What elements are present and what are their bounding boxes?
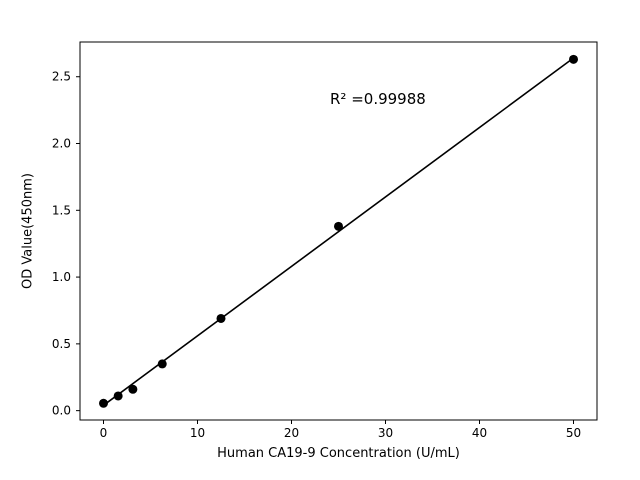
data-point — [157, 359, 167, 369]
fit-line — [103, 57, 574, 406]
y-tick-label: 0.5 — [52, 337, 71, 351]
data-point — [216, 313, 226, 323]
r-squared-annotation: R² =0.99988 — [330, 90, 426, 108]
x-tick-label: 10 — [190, 426, 205, 440]
data-point — [99, 398, 108, 408]
y-axis-label: OD Value(450nm) — [20, 173, 36, 289]
x-tick-label: 30 — [378, 426, 393, 440]
y-tick-label: 1.5 — [52, 203, 71, 217]
y-tick-label: 0.0 — [52, 404, 71, 418]
y-tick-label: 1.0 — [52, 270, 71, 284]
y-tick-label: 2.5 — [52, 70, 71, 84]
data-point — [569, 54, 578, 64]
x-axis-label: Human CA19-9 Concentration (U/mL) — [217, 446, 460, 461]
x-tick-label: 50 — [566, 426, 581, 440]
data-point — [128, 384, 138, 394]
data-point — [334, 221, 343, 231]
y-tick-label: 2.0 — [52, 137, 71, 151]
x-tick-label: 20 — [284, 426, 299, 440]
data-point — [113, 391, 123, 401]
x-tick-label: 40 — [472, 426, 487, 440]
x-tick-label: 0 — [100, 426, 108, 440]
